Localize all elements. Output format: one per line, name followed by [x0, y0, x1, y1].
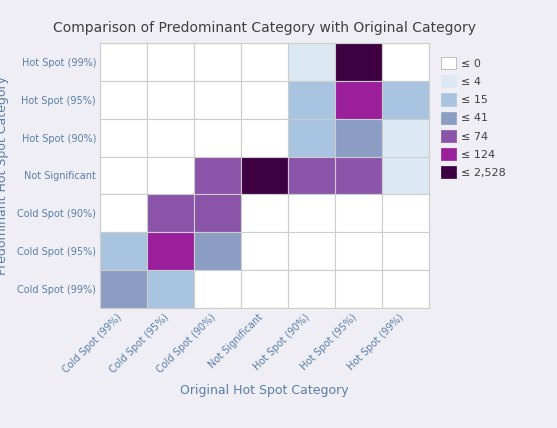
Bar: [382, 194, 429, 232]
Bar: [288, 81, 335, 119]
Bar: [382, 119, 429, 157]
Bar: [335, 43, 382, 81]
Bar: [382, 81, 429, 119]
Bar: [100, 270, 147, 308]
Bar: [241, 194, 288, 232]
Bar: [288, 43, 335, 81]
Bar: [194, 232, 241, 270]
Bar: [288, 119, 335, 157]
Bar: [335, 157, 382, 194]
Bar: [194, 119, 241, 157]
Bar: [194, 81, 241, 119]
Bar: [100, 232, 147, 270]
Bar: [147, 119, 194, 157]
Bar: [382, 270, 429, 308]
Legend: ≤ 0, ≤ 4, ≤ 15, ≤ 41, ≤ 74, ≤ 124, ≤ 2,528: ≤ 0, ≤ 4, ≤ 15, ≤ 41, ≤ 74, ≤ 124, ≤ 2,5…: [438, 54, 509, 182]
Bar: [288, 157, 335, 194]
Bar: [194, 194, 241, 232]
X-axis label: Original Hot Spot Category: Original Hot Spot Category: [180, 383, 349, 397]
Bar: [100, 194, 147, 232]
Bar: [382, 157, 429, 194]
Bar: [147, 232, 194, 270]
Bar: [335, 81, 382, 119]
Bar: [100, 157, 147, 194]
Bar: [147, 81, 194, 119]
Bar: [335, 270, 382, 308]
Bar: [194, 43, 241, 81]
Bar: [147, 157, 194, 194]
Y-axis label: Predominant Hot Spot Category: Predominant Hot Spot Category: [0, 76, 9, 275]
Bar: [288, 194, 335, 232]
Bar: [288, 270, 335, 308]
Bar: [382, 232, 429, 270]
Bar: [194, 270, 241, 308]
Bar: [241, 270, 288, 308]
Bar: [100, 81, 147, 119]
Bar: [335, 119, 382, 157]
Bar: [147, 194, 194, 232]
Bar: [335, 194, 382, 232]
Bar: [382, 43, 429, 81]
Bar: [194, 157, 241, 194]
Bar: [147, 43, 194, 81]
Bar: [241, 157, 288, 194]
Bar: [100, 119, 147, 157]
Bar: [147, 270, 194, 308]
Bar: [241, 232, 288, 270]
Bar: [241, 43, 288, 81]
Bar: [288, 232, 335, 270]
Bar: [241, 119, 288, 157]
Bar: [335, 232, 382, 270]
Bar: [100, 43, 147, 81]
Bar: [241, 81, 288, 119]
Title: Comparison of Predominant Category with Original Category: Comparison of Predominant Category with …: [53, 21, 476, 35]
